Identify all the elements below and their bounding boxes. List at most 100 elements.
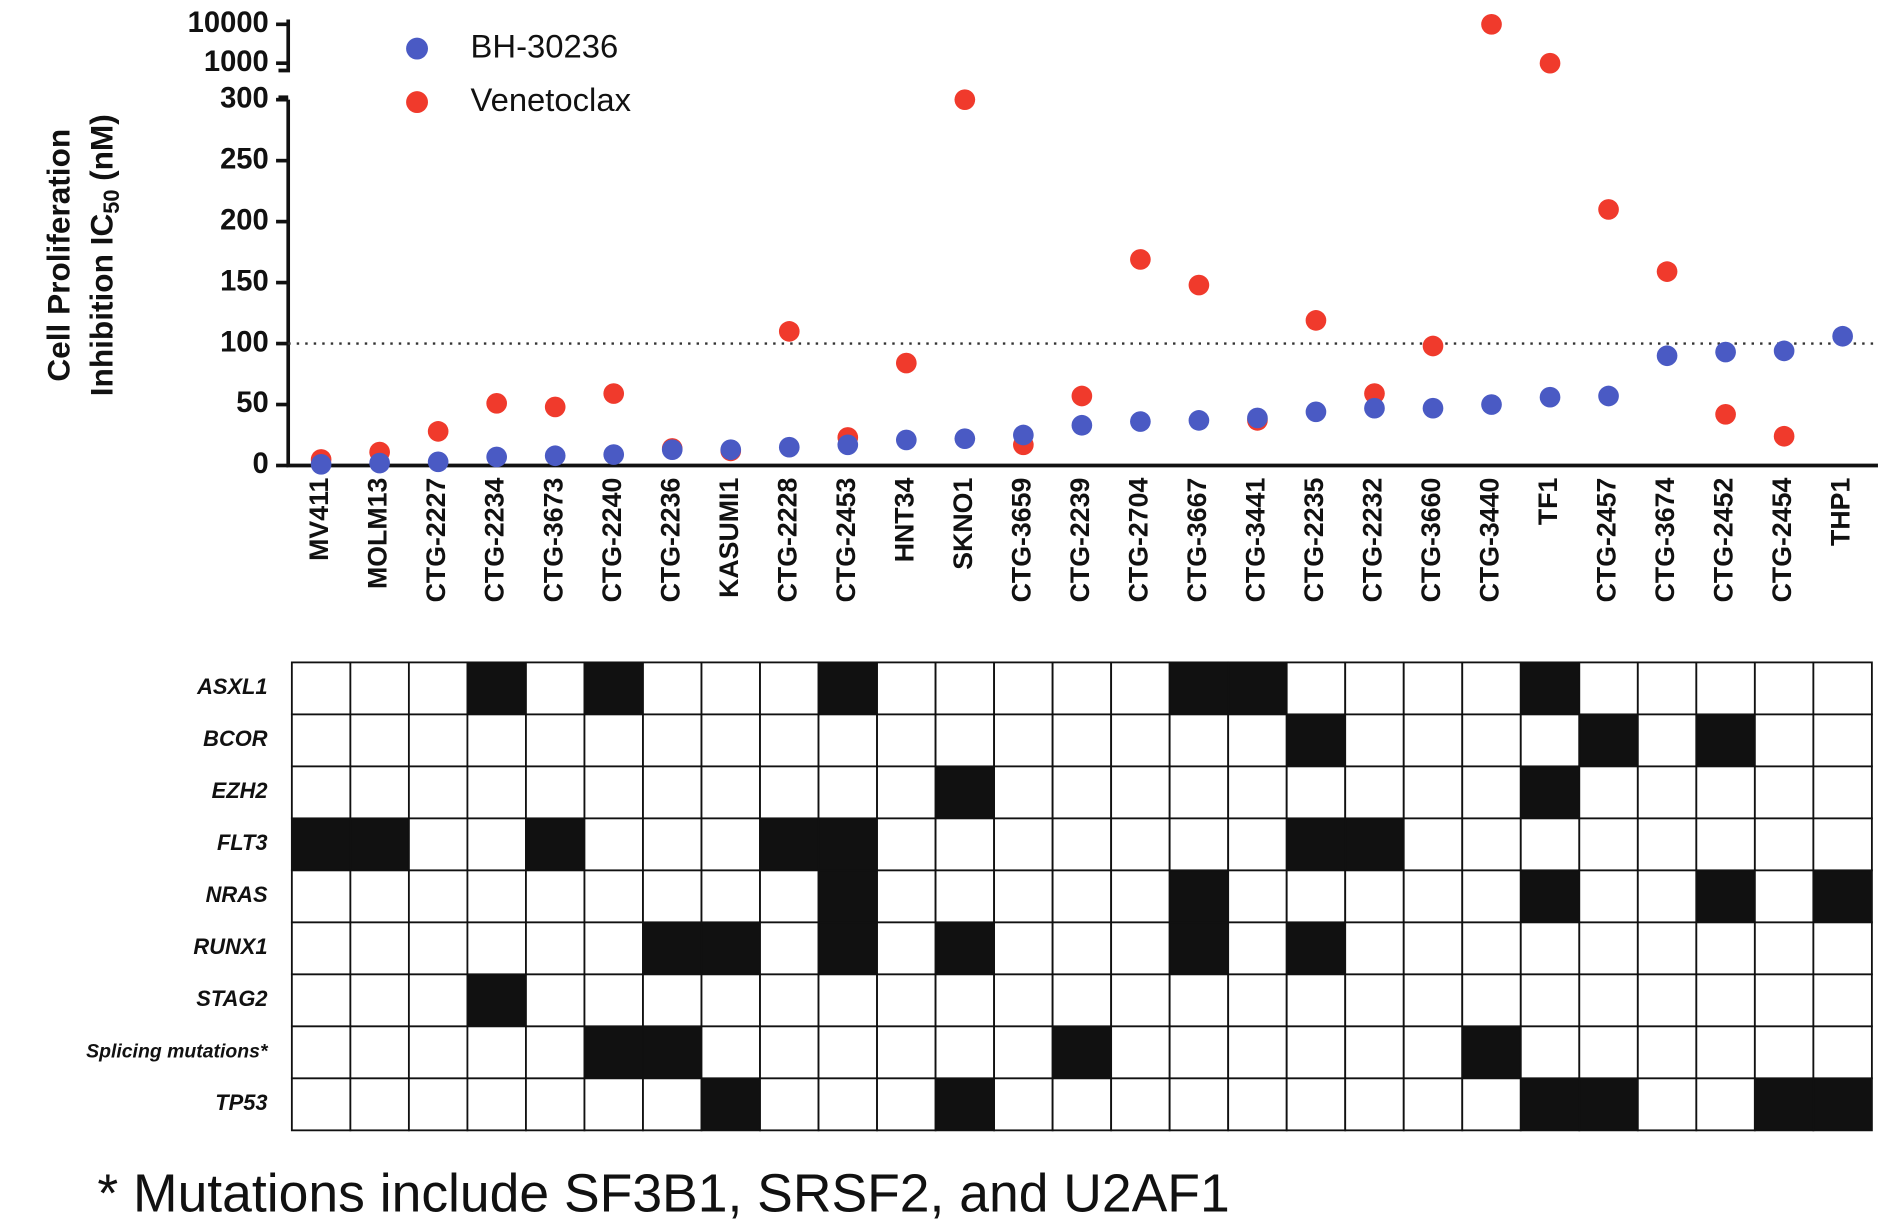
matrix-cell — [1578, 661, 1639, 716]
legend-marker — [406, 37, 428, 60]
data-point — [1364, 397, 1385, 419]
matrix-cell — [1812, 817, 1873, 872]
matrix-cell — [1636, 869, 1698, 924]
matrix-cell — [1578, 869, 1639, 924]
data-point — [1422, 397, 1444, 419]
x-tick-label: THP1 — [1826, 478, 1856, 546]
x-tick-label: CTG-3441 — [1240, 478, 1270, 603]
matrix-cell — [290, 817, 352, 872]
y-label: Cell Proliferation — [40, 129, 76, 382]
matrix-cell — [466, 869, 527, 924]
matrix-cell — [934, 921, 996, 976]
x-tick-label: KASUMI1 — [714, 478, 744, 598]
matrix-cell — [1461, 921, 1522, 976]
matrix-cell — [759, 1077, 820, 1132]
matrix-cell — [642, 973, 703, 1028]
matrix-cell — [525, 921, 586, 976]
matrix-cell — [1812, 1025, 1873, 1080]
matrix-cell — [1051, 765, 1113, 820]
matrix-cell — [700, 973, 761, 1028]
legend-label: BH-30236 — [471, 27, 619, 64]
matrix-cell — [1227, 817, 1288, 872]
matrix-cell — [1461, 1077, 1522, 1132]
matrix-cell — [1578, 817, 1639, 872]
matrix-cell — [525, 765, 586, 820]
x-tick-label: CTG-2453 — [831, 478, 861, 603]
matrix-cell — [1227, 1077, 1288, 1132]
matrix-cell — [876, 661, 937, 716]
row-label: TP53 — [215, 1090, 267, 1115]
matrix-cell — [642, 661, 703, 716]
data-point — [1481, 394, 1502, 415]
matrix-cell — [1695, 661, 1756, 716]
matrix-cell — [1695, 817, 1756, 872]
data-point — [544, 396, 566, 418]
matrix-cell — [407, 713, 469, 768]
matrix-cell — [993, 1025, 1054, 1080]
matrix-cell — [1636, 1077, 1698, 1132]
x-tick-label: CTG-2228 — [772, 478, 802, 603]
matrix-cell — [1695, 869, 1756, 924]
matrix-cell — [466, 973, 527, 1028]
x-tick-label: CTG-2452 — [1709, 478, 1739, 603]
matrix-cell — [1168, 1025, 1230, 1080]
row-label: ASXL1 — [196, 674, 267, 699]
matrix-cell — [525, 973, 586, 1028]
matrix-cell — [1753, 973, 1815, 1028]
matrix-cell — [349, 713, 410, 768]
x-tick-label: SKNO1 — [948, 478, 978, 570]
matrix-cell — [290, 765, 352, 820]
matrix-cell — [583, 713, 644, 768]
data-point — [1598, 199, 1619, 220]
data-point — [1656, 345, 1678, 367]
matrix-cell — [1695, 921, 1756, 976]
matrix-cell — [759, 973, 820, 1028]
data-point — [954, 89, 976, 110]
matrix-cell — [583, 1025, 644, 1080]
matrix-cell — [876, 765, 937, 820]
matrix-cell — [642, 1025, 703, 1080]
matrix-cell — [993, 817, 1054, 872]
data-point — [1539, 52, 1561, 74]
matrix-cell — [817, 973, 878, 1028]
x-tick-label: CTG-2704 — [1123, 478, 1153, 603]
matrix-cell — [817, 713, 878, 768]
matrix-cell — [1695, 765, 1756, 820]
matrix-cell — [876, 921, 937, 976]
matrix-cell — [290, 661, 352, 716]
matrix-cell — [407, 817, 469, 872]
data-point — [544, 445, 566, 467]
matrix-cell — [1344, 1025, 1405, 1080]
matrix-cell — [1812, 921, 1873, 976]
x-tick-label: CTG-2454 — [1767, 478, 1797, 603]
row-label: BCOR — [203, 726, 268, 751]
matrix-cell — [466, 1025, 527, 1080]
matrix-cell — [407, 661, 469, 716]
matrix-cell — [1344, 765, 1405, 820]
x-tick-label: TF1 — [1533, 478, 1563, 526]
matrix-cell — [1168, 1077, 1230, 1132]
matrix-cell — [525, 1077, 586, 1132]
matrix-cell — [1519, 921, 1581, 976]
matrix-cell — [1344, 1077, 1405, 1132]
matrix-cell — [700, 817, 761, 872]
matrix-cell — [1168, 973, 1230, 1028]
matrix-cell — [1519, 661, 1581, 716]
matrix-cell — [290, 921, 352, 976]
y-label-part: Inhibition IC — [84, 214, 120, 397]
matrix-cell — [1344, 869, 1405, 924]
matrix-cell — [407, 869, 469, 924]
matrix-cell — [1636, 921, 1698, 976]
matrix-cell — [642, 713, 703, 768]
data-point — [778, 436, 800, 458]
data-point — [1188, 410, 1210, 431]
matrix-cell — [407, 1077, 469, 1132]
matrix-cell — [1461, 869, 1522, 924]
data-point — [954, 428, 976, 450]
matrix-cell — [1168, 713, 1230, 768]
matrix-cell — [1461, 713, 1522, 768]
matrix-cell — [466, 921, 527, 976]
matrix-cell — [466, 713, 527, 768]
data-point — [837, 434, 859, 456]
matrix-cell — [759, 765, 820, 820]
